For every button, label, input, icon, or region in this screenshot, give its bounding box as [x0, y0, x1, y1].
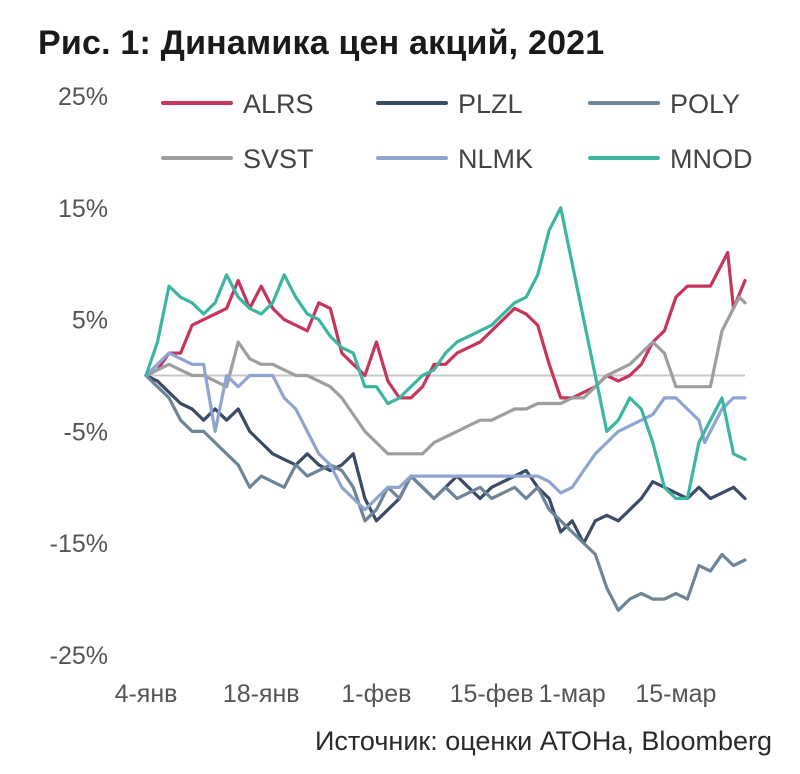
source-note: Источник: оценки АТОНа, Bloomberg — [314, 726, 772, 756]
x-tick-label: 15-мар — [635, 680, 716, 708]
legend-label-nlmk: NLMK — [458, 144, 533, 174]
y-tick-label: 15% — [58, 195, 108, 223]
legend-label-svst: SVST — [243, 144, 314, 174]
x-tick-label: 4-янв — [115, 680, 178, 708]
y-tick-label: 5% — [72, 307, 108, 335]
legend-label-poly: POLY — [670, 89, 740, 119]
y-tick-label: 25% — [58, 83, 108, 111]
series-line-mnod — [144, 206, 747, 501]
legend-label-alrs: ALRS — [243, 89, 314, 119]
series-line-svst — [144, 295, 747, 456]
y-tick-label: -5% — [64, 418, 108, 446]
legend-label-mnod: MNOD — [670, 144, 753, 174]
y-tick-label: -15% — [50, 530, 108, 558]
legend-label-plzl: PLZL — [458, 89, 523, 119]
series-line-poly — [144, 373, 747, 612]
series-line-plzl — [144, 373, 747, 545]
x-tick-label: 1-мар — [539, 680, 606, 708]
y-tick-label: -25% — [50, 642, 108, 670]
x-tick-label: 1-фев — [341, 680, 411, 708]
series-line-nlmk — [144, 351, 747, 512]
series-line-alrs — [144, 250, 747, 400]
chart-title: Рис. 1: Динамика цен акций, 2021 — [38, 24, 605, 62]
x-tick-label: 15-фев — [450, 680, 534, 708]
x-tick-label: 18-янв — [223, 680, 300, 708]
